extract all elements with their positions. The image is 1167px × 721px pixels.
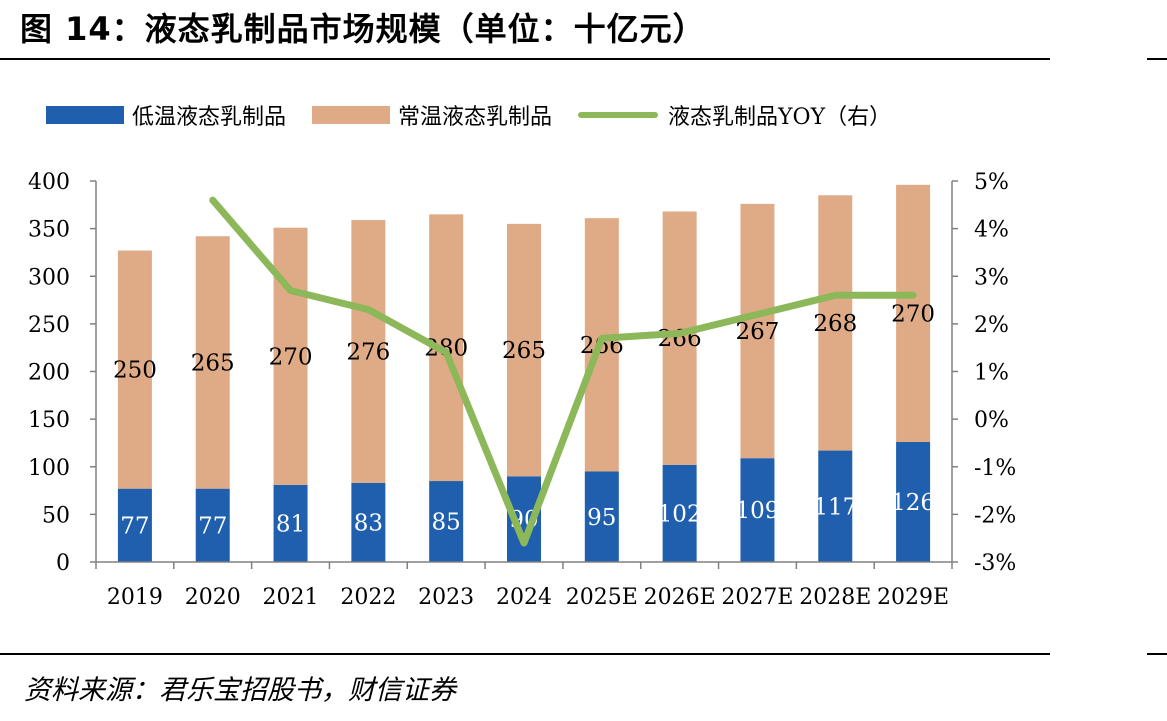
left-tick-label: 0 (56, 551, 70, 576)
bar-low-temp-2019 (117, 488, 152, 562)
left-tick-label: 300 (28, 265, 70, 290)
bar-low-temp-2026E (662, 464, 697, 562)
legend-swatch-ambient (312, 106, 391, 124)
legend: 低温液态乳制品 常温液态乳制品 液态乳制品YOY（右） (46, 100, 917, 130)
data-label-ambient-2022: 276 (346, 339, 390, 365)
right-tick-label: -2% (974, 503, 1016, 528)
legend-label-yoy: 液态乳制品YOY（右） (668, 105, 892, 130)
footer-rule-right (1147, 653, 1167, 655)
left-tick-label: 50 (42, 503, 70, 528)
yoy-line-layer (209, 196, 917, 547)
left-tick-label: 250 (28, 313, 70, 338)
data-label-low-temp-2021: 81 (276, 511, 305, 537)
left-tick-label: 150 (28, 408, 70, 433)
data-label-low-temp-2022: 83 (354, 510, 383, 536)
yoy-line (209, 196, 917, 547)
legend-item-yoy: 液态乳制品YOY（右） (578, 99, 891, 131)
bar-ambient-2020 (195, 236, 230, 489)
data-label-low-temp-2027E: 109 (736, 498, 780, 524)
bars-layer (117, 184, 931, 562)
bar-ambient-2021 (273, 227, 308, 485)
x-tick-label: 2029E (877, 585, 949, 610)
data-label-low-temp-2023: 85 (432, 510, 461, 536)
data-label-ambient-2020: 265 (191, 350, 235, 376)
bar-ambient-2029E (896, 184, 931, 442)
x-tick-label: 2025E (566, 585, 638, 610)
data-label-ambient-2021: 270 (269, 344, 313, 370)
bar-low-temp-2025E (584, 471, 619, 562)
right-tick-label: -3% (974, 551, 1016, 576)
bar-low-temp-2022 (351, 482, 386, 562)
chart-title: 图 14：液态乳制品市场规模（单位：十亿元） (20, 10, 706, 48)
x-tick-label: 2021 (263, 585, 319, 610)
bar-low-temp-2020 (195, 488, 230, 562)
left-tick-label: 350 (28, 218, 70, 243)
x-tick-label: 2022 (340, 585, 396, 610)
bar-ambient-2027E (740, 203, 775, 459)
data-label-ambient-2019: 250 (113, 358, 157, 384)
right-tick-label: 2% (974, 313, 1009, 338)
x-tick-label: 2028E (799, 585, 871, 610)
data-label-low-temp-2028E: 117 (813, 494, 857, 520)
x-tick-label: 2026E (644, 585, 716, 610)
data-label-ambient-2028E: 268 (813, 311, 857, 337)
bar-low-temp-2021 (273, 484, 308, 562)
data-label-ambient-2027E: 267 (736, 319, 780, 345)
source-note: 资料来源：君乐宝招股书，财信证券 (24, 675, 456, 706)
legend-swatch-yoy (578, 112, 659, 118)
data-label-low-temp-2020: 77 (198, 513, 227, 539)
bar-low-temp-2023 (429, 481, 464, 562)
left-tick-label: 100 (28, 456, 70, 481)
x-tick-label: 2020 (185, 585, 241, 610)
right-tick-label: 3% (974, 265, 1009, 290)
x-tick-label: 2023 (418, 585, 474, 610)
data-label-ambient-2029E: 270 (891, 301, 935, 327)
bar-low-temp-2028E (818, 450, 853, 562)
right-tick-label: 5% (974, 170, 1009, 195)
bar-ambient-2028E (818, 195, 853, 451)
data-label-low-temp-2026E: 102 (658, 501, 702, 527)
left-tick-label: 200 (28, 361, 70, 386)
left-tick-label: 400 (28, 170, 70, 195)
bar-labels-layer: 7725077265812708327685280902659526610226… (113, 301, 935, 539)
legend-item-low-temp: 低温液态乳制品 (46, 99, 286, 131)
bar-ambient-2024 (507, 223, 541, 477)
data-label-ambient-2024: 265 (502, 338, 546, 364)
axes-layer: 0 50 100 150 200 250 300 350 400 -3% -2% -1% 0% 1% 2% 3… (28, 170, 1016, 610)
x-tick-label: 2024 (496, 585, 552, 610)
legend-item-ambient: 常温液态乳制品 (312, 99, 552, 131)
bar-ambient-2022 (351, 220, 386, 483)
title-rule-right (1147, 58, 1167, 60)
legend-label-ambient: 常温液态乳制品 (398, 105, 553, 130)
legend-swatch-low-temp (46, 106, 124, 124)
data-label-low-temp-2025E: 95 (587, 505, 616, 531)
footer-rule (0, 653, 1050, 655)
right-tick-label: -1% (974, 456, 1016, 481)
bar-low-temp-2029E (896, 441, 931, 562)
x-tick-label: 2027E (721, 585, 793, 610)
right-tick-label: 0% (974, 408, 1009, 433)
bar-ambient-2026E (662, 211, 697, 465)
right-tick-label: 1% (974, 361, 1009, 386)
bar-ambient-2019 (117, 250, 152, 489)
data-label-low-temp-2029E: 126 (891, 490, 935, 516)
data-label-low-temp-2019: 77 (120, 513, 149, 539)
title-rule (0, 58, 1050, 60)
right-tick-label: 4% (974, 218, 1009, 243)
x-tick-label: 2019 (107, 585, 163, 610)
legend-label-low-temp: 低温液态乳制品 (132, 105, 287, 130)
bar-low-temp-2027E (740, 458, 775, 562)
